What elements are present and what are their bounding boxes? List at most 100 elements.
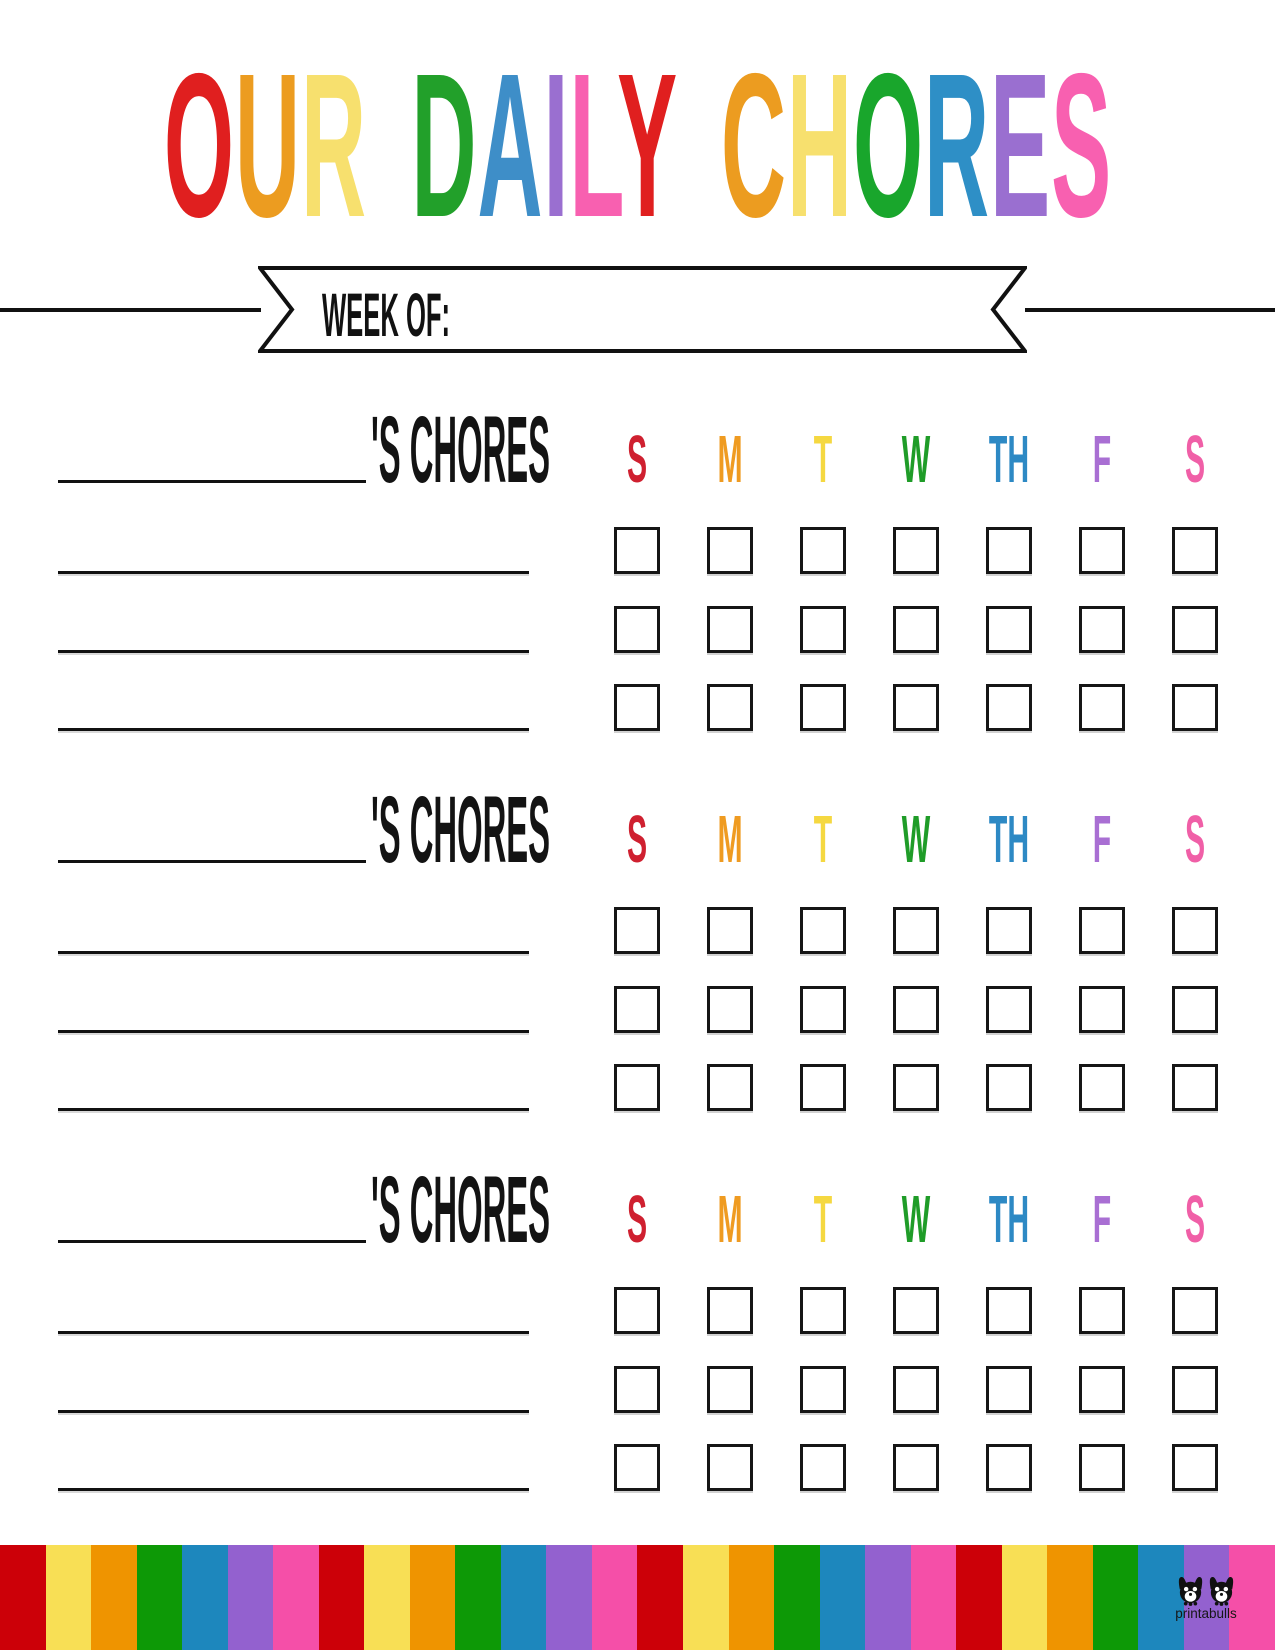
section-1-checkbox-r2-c5[interactable] (986, 606, 1032, 653)
section-1-checkbox-r1-c3[interactable] (800, 527, 846, 574)
section-2-checkbox-r2-c3[interactable] (800, 986, 846, 1033)
section-3-checkbox-r2-c6[interactable] (1079, 1366, 1125, 1413)
section-2-day-header-s: S (1184, 802, 1206, 877)
stripe-band (1138, 1545, 1184, 1650)
section-1-checkbox-r2-c4[interactable] (893, 606, 939, 653)
section-1-checkbox-r2-c2[interactable] (707, 606, 753, 653)
section-1-chore-input-line-2[interactable] (58, 650, 529, 653)
section-2-checkbox-r1-c4[interactable] (893, 907, 939, 954)
section-2-checkbox-r2-c2[interactable] (707, 986, 753, 1033)
section-2-chore-input-line-1[interactable] (58, 951, 529, 954)
section-3-checkbox-r3-c5[interactable] (986, 1444, 1032, 1491)
section-3-checkbox-r3-c3[interactable] (800, 1444, 846, 1491)
section-1-checkbox-r2-c3[interactable] (800, 606, 846, 653)
section-3-checkbox-r1-c5[interactable] (986, 1287, 1032, 1334)
section-1-chore-input-line-3[interactable] (58, 728, 529, 731)
section-1-checkbox-r2-c7[interactable] (1172, 606, 1218, 653)
section-2-checkbox-r2-c5[interactable] (986, 986, 1032, 1033)
section-3-checkbox-r2-c7[interactable] (1172, 1366, 1218, 1413)
section-1-checkbox-r3-c6[interactable] (1079, 684, 1125, 731)
section-3-checkbox-r1-c6[interactable] (1079, 1287, 1125, 1334)
section-2-checkbox-r3-c5[interactable] (986, 1064, 1032, 1111)
section-1-checkbox-r2-c1[interactable] (614, 606, 660, 653)
stripe-band (0, 1545, 46, 1650)
section-1-checkbox-r3-c5[interactable] (986, 684, 1032, 731)
section-2-chore-input-line-2[interactable] (58, 1030, 529, 1033)
section-2-chore-input-line-3[interactable] (58, 1108, 529, 1111)
section-1-checkbox-r3-c1[interactable] (614, 684, 660, 731)
section-2-day-header-w: W (901, 802, 931, 877)
section-3-checkbox-r3-c4[interactable] (893, 1444, 939, 1491)
section-1-checkbox-r3-c2[interactable] (707, 684, 753, 731)
section-3-chore-input-line-3[interactable] (58, 1488, 529, 1491)
section-2-checkbox-r2-c1[interactable] (614, 986, 660, 1033)
section-3-chore-input-line-2[interactable] (58, 1410, 529, 1413)
section-2-checkbox-r3-c3[interactable] (800, 1064, 846, 1111)
section-1-checkbox-r1-c1[interactable] (614, 527, 660, 574)
stripe-band (136, 1545, 183, 1650)
section-3-name-input-line[interactable] (58, 1240, 366, 1243)
section-3-day-header-s: S (626, 1182, 648, 1257)
printabulls-logo: printabulls (1166, 1576, 1246, 1621)
section-3-checkbox-r1-c4[interactable] (893, 1287, 939, 1334)
week-of-input-area[interactable] (473, 274, 982, 345)
section-2-checkbox-r1-c3[interactable] (800, 907, 846, 954)
section-3-checkbox-r2-c3[interactable] (800, 1366, 846, 1413)
section-2-name-input-line[interactable] (58, 860, 366, 863)
stripe-band (318, 1545, 365, 1650)
section-1-checkbox-r1-c5[interactable] (986, 527, 1032, 574)
stripe-band (637, 1545, 683, 1650)
section-2-checkbox-r1-c1[interactable] (614, 907, 660, 954)
section-3-checkbox-r1-c1[interactable] (614, 1287, 660, 1334)
section-2-checkbox-r3-c1[interactable] (614, 1064, 660, 1111)
section-3-checkbox-r3-c6[interactable] (1079, 1444, 1125, 1491)
stripe-band (910, 1545, 957, 1650)
section-2-checkbox-r3-c7[interactable] (1172, 1064, 1218, 1111)
stripe-band (91, 1545, 137, 1650)
section-1-day-header-s: S (626, 422, 648, 497)
title-letter: U (234, 31, 301, 260)
section-1-checkbox-r1-c7[interactable] (1172, 527, 1218, 574)
rainbow-stripe (0, 1545, 1275, 1650)
section-1-label: 'S CHORES (371, 397, 550, 503)
section-2-checkbox-r1-c5[interactable] (986, 907, 1032, 954)
section-3-checkbox-r1-c3[interactable] (800, 1287, 846, 1334)
section-2-checkbox-r1-c2[interactable] (707, 907, 753, 954)
section-3-checkbox-r2-c1[interactable] (614, 1366, 660, 1413)
section-1-checkbox-r3-c3[interactable] (800, 684, 846, 731)
section-1-day-header-th: TH (988, 422, 1030, 497)
section-3-checkbox-r3-c1[interactable] (614, 1444, 660, 1491)
section-1-checkbox-r1-c2[interactable] (707, 527, 753, 574)
section-2-checkbox-r2-c4[interactable] (893, 986, 939, 1033)
section-1-checkbox-r2-c6[interactable] (1079, 606, 1125, 653)
section-1-checkbox-r1-c4[interactable] (893, 527, 939, 574)
section-3-checkbox-r3-c7[interactable] (1172, 1444, 1218, 1491)
stripe-band (182, 1545, 228, 1650)
section-2-checkbox-r3-c4[interactable] (893, 1064, 939, 1111)
page-title: OUR DAILY CHORES (163, 43, 1111, 248)
section-1-name-input-line[interactable] (58, 480, 366, 483)
stripe-band (1001, 1545, 1048, 1650)
section-2-checkbox-r1-c7[interactable] (1172, 907, 1218, 954)
section-2-checkbox-r2-c7[interactable] (1172, 986, 1218, 1033)
title-letter: I (542, 31, 569, 260)
section-2-checkbox-r1-c6[interactable] (1079, 907, 1125, 954)
title-letter: R (300, 31, 367, 260)
section-2-checkbox-r2-c6[interactable] (1079, 986, 1125, 1033)
section-3-checkbox-r2-c5[interactable] (986, 1366, 1032, 1413)
section-1-checkbox-r3-c4[interactable] (893, 684, 939, 731)
section-3-checkbox-r1-c7[interactable] (1172, 1287, 1218, 1334)
section-1-chore-input-line-1[interactable] (58, 571, 529, 574)
section-3-checkbox-r1-c2[interactable] (707, 1287, 753, 1334)
title-letter: C (720, 31, 787, 260)
section-2-checkbox-r3-c6[interactable] (1079, 1064, 1125, 1111)
section-1-checkbox-r3-c7[interactable] (1172, 684, 1218, 731)
section-1-checkbox-r1-c6[interactable] (1079, 527, 1125, 574)
section-3-checkbox-r2-c2[interactable] (707, 1366, 753, 1413)
section-3-chore-input-line-1[interactable] (58, 1331, 529, 1334)
bulldogs-icon (1178, 1576, 1234, 1606)
section-3-checkbox-r3-c2[interactable] (707, 1444, 753, 1491)
section-2-checkbox-r3-c2[interactable] (707, 1064, 753, 1111)
section-3-checkbox-r2-c4[interactable] (893, 1366, 939, 1413)
section-2-label: 'S CHORES (371, 777, 550, 883)
